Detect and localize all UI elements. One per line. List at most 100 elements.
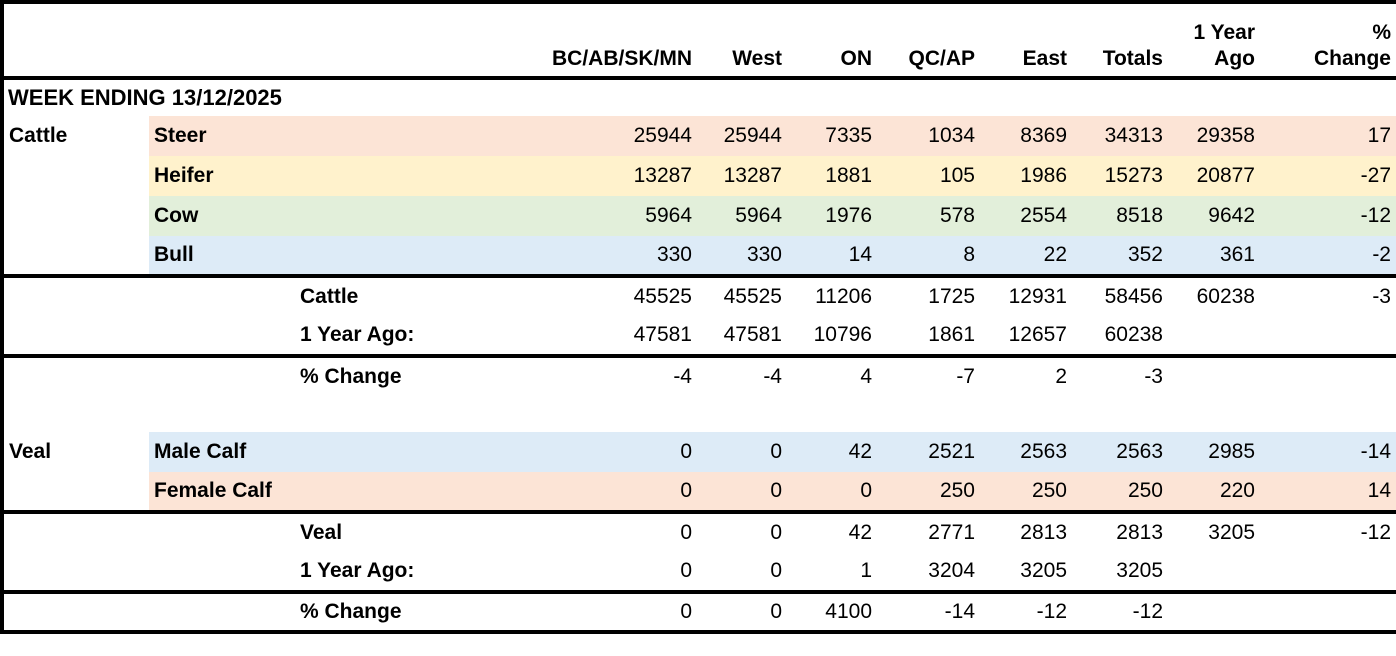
value-cell: 1986	[980, 156, 1072, 196]
value-cell: 22	[980, 236, 1072, 278]
class-label-cell: Heifer	[149, 156, 295, 196]
value-cell: -4	[763, 365, 782, 388]
total-label-cell	[295, 236, 442, 278]
col-header-east: East	[980, 2, 1072, 80]
value-cell: 0	[442, 472, 697, 514]
col-header-label: BC/AB/SK/MN	[552, 46, 692, 70]
table-row: Veal 0 0 42 2771 2813 2813 3205 -12	[2, 512, 1396, 552]
value-cell: 25944	[442, 116, 697, 156]
value-cell: 1	[787, 552, 877, 594]
value-cell: 34313	[1072, 116, 1168, 156]
value-cell: 14	[1260, 472, 1396, 514]
value-cell: 3205	[1208, 521, 1255, 544]
class-label-cell	[149, 316, 295, 358]
table-row: Veal Male Calf 0 0 42 2521 2563 2563 2985 -14	[2, 432, 1396, 472]
value-cell: 0	[442, 552, 697, 594]
class-label-cell	[149, 552, 295, 594]
value-cell: 11206	[815, 285, 872, 308]
value-cell: 0	[697, 552, 787, 594]
species-cell	[2, 512, 149, 552]
total-label-cell: % Change	[300, 600, 402, 623]
value-cell	[1072, 396, 1168, 432]
value-cell: 1976	[787, 196, 877, 236]
species-cell	[2, 236, 149, 278]
value-cell	[877, 396, 980, 432]
value-cell: 12931	[1008, 285, 1067, 308]
value-cell: 3204	[877, 552, 980, 594]
value-cell	[787, 396, 877, 432]
value-cell: 1881	[787, 156, 877, 196]
value-cell: 45525	[633, 285, 692, 308]
value-cell: 2771	[928, 521, 975, 544]
value-cell: 47581	[697, 316, 787, 358]
col-header-top: %	[1372, 20, 1391, 44]
class-label-cell: Male Calf	[149, 432, 295, 472]
col-header-label: Ago	[1214, 46, 1255, 70]
value-cell: 45525	[723, 285, 782, 308]
value-cell: 2813	[1116, 521, 1163, 544]
species-cell	[2, 196, 149, 236]
value-cell: 60238	[1072, 316, 1168, 358]
col-header-label: West	[732, 46, 782, 70]
value-cell: 330	[442, 236, 697, 278]
total-label-cell: % Change	[300, 365, 402, 388]
total-label-cell	[295, 156, 442, 196]
total-label-cell: 1 Year Ago:	[295, 552, 442, 594]
species-cell	[2, 472, 149, 514]
table-row: 1 Year Ago: 0 0 1 3204 3205 3205	[2, 552, 1396, 594]
col-header-pct-change: % Change	[1260, 2, 1396, 80]
total-label-cell: 1 Year Ago:	[295, 316, 442, 358]
col-header-label: ON	[840, 46, 873, 70]
value-cell	[1168, 316, 1260, 358]
species-cell	[2, 316, 149, 358]
column-header-row: BC/AB/SK/MN West ON QC/AP East Totals 1 …	[2, 2, 1396, 80]
col-header-label: Totals	[1102, 46, 1163, 70]
slaughter-table: BC/AB/SK/MN West ON QC/AP East Totals 1 …	[0, 0, 1396, 634]
value-cell: 0	[697, 432, 787, 472]
species-cell: Veal	[2, 432, 149, 472]
value-cell: 1861	[877, 316, 980, 358]
value-cell: 3205	[1072, 552, 1168, 594]
value-cell: 0	[442, 432, 697, 472]
value-cell	[1260, 396, 1396, 432]
class-label-cell	[149, 396, 295, 432]
col-header-top: 1 Year	[1193, 20, 1255, 44]
value-cell	[1168, 356, 1260, 396]
total-label-cell: Cattle	[300, 285, 359, 308]
class-label-cell: Steer	[149, 116, 295, 156]
header-spacer	[2, 2, 442, 80]
value-cell: 42	[787, 432, 877, 472]
value-cell: -12	[1360, 521, 1391, 544]
value-cell: 8518	[1072, 196, 1168, 236]
value-cell: 361	[1168, 236, 1260, 278]
total-label-cell	[295, 472, 442, 514]
table-row: Heifer 13287 13287 1881 105 1986 15273 20877 -27	[2, 156, 1396, 196]
value-cell: 8369	[980, 116, 1072, 156]
value-cell: 12657	[980, 316, 1072, 358]
value-cell: 0	[697, 472, 787, 514]
value-cell	[1260, 552, 1396, 594]
col-header-label: QC/AP	[908, 46, 975, 70]
total-label-cell	[295, 396, 442, 432]
species-cell	[2, 356, 149, 396]
value-cell: -12	[1036, 600, 1067, 623]
value-cell: 2563	[980, 432, 1072, 472]
value-cell: 5964	[697, 196, 787, 236]
value-cell: -3	[1144, 365, 1163, 388]
value-cell: 2813	[1020, 521, 1067, 544]
value-cell: 42	[848, 521, 872, 544]
value-cell: -14	[944, 600, 975, 623]
week-ending-row: WEEK ENDING 13/12/2025	[2, 78, 1396, 116]
class-label-cell: Female Calf	[149, 472, 295, 514]
value-cell	[980, 396, 1072, 432]
total-label-cell	[295, 432, 442, 472]
value-cell: 0	[770, 600, 782, 623]
value-cell: 250	[877, 472, 980, 514]
value-cell	[1168, 552, 1260, 594]
table-row: % Change -4 -4 4 -7 2 -3	[2, 356, 1396, 396]
col-header-on: ON	[787, 2, 877, 80]
spacer-row	[2, 396, 1396, 432]
col-header-label: Change	[1313, 46, 1391, 70]
class-label-cell: Bull	[149, 236, 295, 278]
value-cell: -2	[1260, 236, 1396, 278]
